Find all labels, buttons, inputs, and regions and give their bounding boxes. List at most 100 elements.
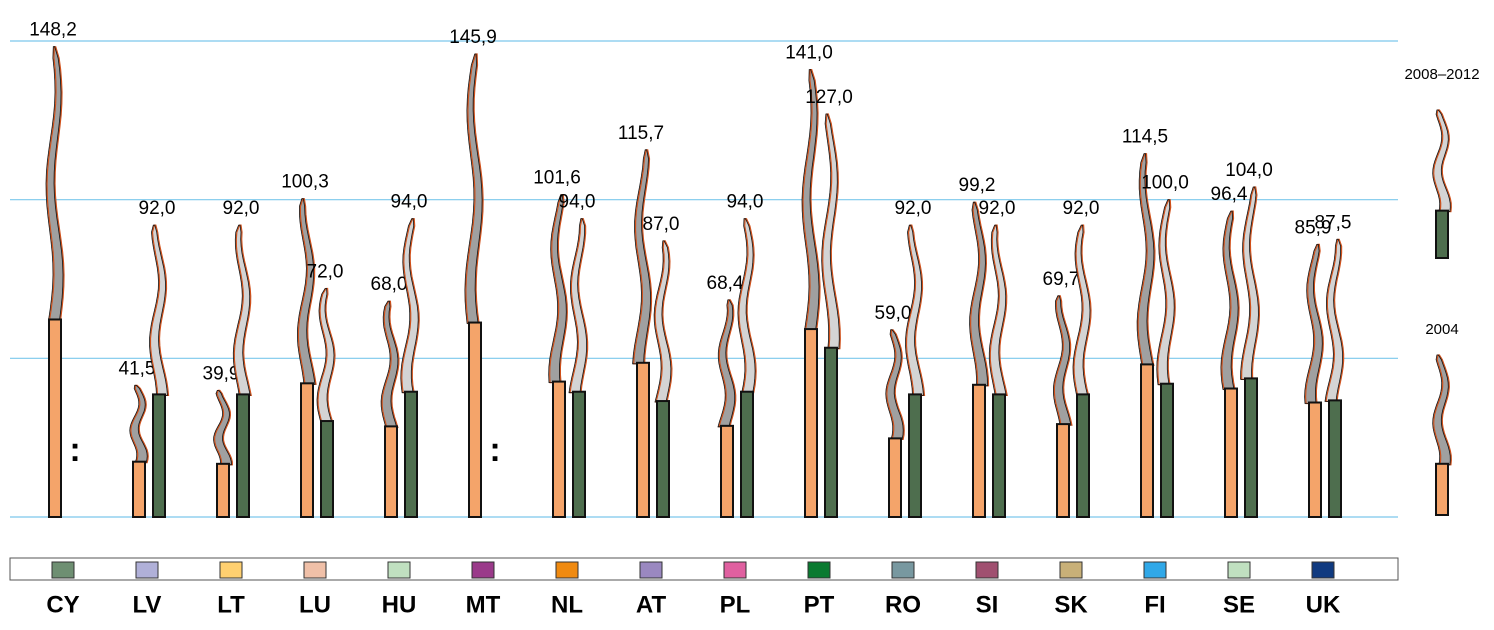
flag [1227, 561, 1251, 579]
flag [975, 561, 999, 579]
x-tick-label: HU [382, 591, 417, 618]
smoke [1157, 199, 1176, 386]
smoke [213, 389, 234, 466]
value-label: 100,0 [1141, 173, 1189, 194]
chimney [464, 53, 484, 519]
value-label: 41,5 [119, 358, 156, 379]
chimney-body [720, 424, 734, 519]
smoke-edge [380, 300, 399, 428]
smoke-edge [1072, 224, 1091, 396]
chimney [1053, 295, 1073, 519]
smoke-edge [464, 53, 483, 324]
smoke-edge [1240, 186, 1259, 380]
chimney-body [908, 393, 922, 518]
smoke-edge [45, 46, 64, 321]
x-tick-label: LV [133, 591, 162, 618]
x-tick-label: CY [46, 591, 79, 618]
legend-icon [1432, 354, 1452, 516]
chimney [1220, 210, 1240, 518]
value-label: 69,7 [1043, 269, 1080, 290]
chimney [1136, 153, 1156, 519]
x-tick-label: NL [551, 591, 583, 618]
smoke-edge [568, 218, 587, 394]
smoke [1053, 295, 1073, 426]
chimney-body [1308, 401, 1322, 518]
smoke [233, 224, 252, 396]
flag [1311, 561, 1335, 579]
legend-icon [1432, 109, 1452, 259]
chimney [316, 287, 336, 518]
smoke-edge [316, 288, 335, 423]
x-tick-label: PT [804, 591, 835, 618]
flag [135, 561, 159, 579]
chimney [632, 149, 653, 518]
chimney-body [1435, 462, 1449, 516]
chimney-body [236, 393, 250, 518]
smoke [1325, 238, 1345, 402]
flag [807, 561, 831, 579]
missing-label: : [489, 431, 500, 469]
chimney-body [1140, 363, 1154, 519]
chimney-body [404, 390, 418, 518]
chimney [717, 299, 737, 519]
chimney-body [384, 425, 398, 518]
value-label: 92,0 [979, 198, 1016, 219]
chimney-body [132, 460, 146, 519]
chimney-body [888, 437, 902, 519]
value-label: 92,0 [895, 198, 932, 219]
flag [51, 561, 75, 579]
flag [387, 561, 411, 579]
chimney-body [552, 380, 566, 518]
smoke-edge [1304, 244, 1323, 404]
chimney-body [48, 318, 62, 518]
missing-label: : [69, 431, 80, 469]
x-tick-label: SK [1054, 591, 1088, 618]
chimney-body [1244, 377, 1258, 518]
chimney-body [468, 321, 482, 519]
chimney [905, 224, 926, 518]
chimney-body [1435, 209, 1449, 259]
smoke [1137, 153, 1156, 366]
value-label: 104,0 [1225, 160, 1273, 181]
smoke [632, 149, 653, 365]
x-tick-label: UK [1306, 591, 1341, 618]
smoke-edge [129, 384, 148, 464]
value-label: 148,2 [29, 20, 77, 41]
value-label: 68,0 [371, 274, 408, 295]
chimney-body [824, 346, 838, 518]
x-tick-label: FI [1144, 591, 1165, 618]
smoke-edge [1324, 238, 1343, 402]
chimney-body [1160, 382, 1174, 518]
value-label: 114,5 [1122, 127, 1168, 148]
smoke-edge [801, 69, 820, 331]
chimney-body [1076, 393, 1090, 518]
value-label: 141,0 [785, 43, 833, 64]
smoke-edge [1220, 210, 1239, 390]
smoke [381, 300, 400, 428]
smoke [1304, 243, 1324, 405]
chimney [548, 194, 568, 518]
smoke [822, 113, 841, 350]
smoke [989, 224, 1008, 396]
value-label: 92,0 [1063, 198, 1100, 219]
x-tick-label: RO [885, 591, 921, 618]
smoke [1073, 224, 1092, 396]
smoke-edge [988, 224, 1007, 396]
chimney-body [152, 393, 166, 518]
chimney [129, 384, 149, 519]
chimney [568, 218, 589, 518]
smoke-edge [1136, 153, 1155, 366]
flag [639, 561, 663, 579]
value-label: 87,5 [1315, 212, 1352, 233]
smoke [549, 194, 568, 384]
value-label: 145,9 [449, 27, 497, 48]
chimney [821, 113, 841, 518]
chimney-body [804, 328, 818, 518]
value-label: 87,0 [643, 214, 680, 235]
value-label: 72,0 [307, 262, 344, 283]
smoke-edge [213, 390, 232, 466]
value-label: 68,4 [707, 273, 744, 294]
value-label: 100,3 [281, 172, 329, 193]
smoke [654, 240, 673, 403]
